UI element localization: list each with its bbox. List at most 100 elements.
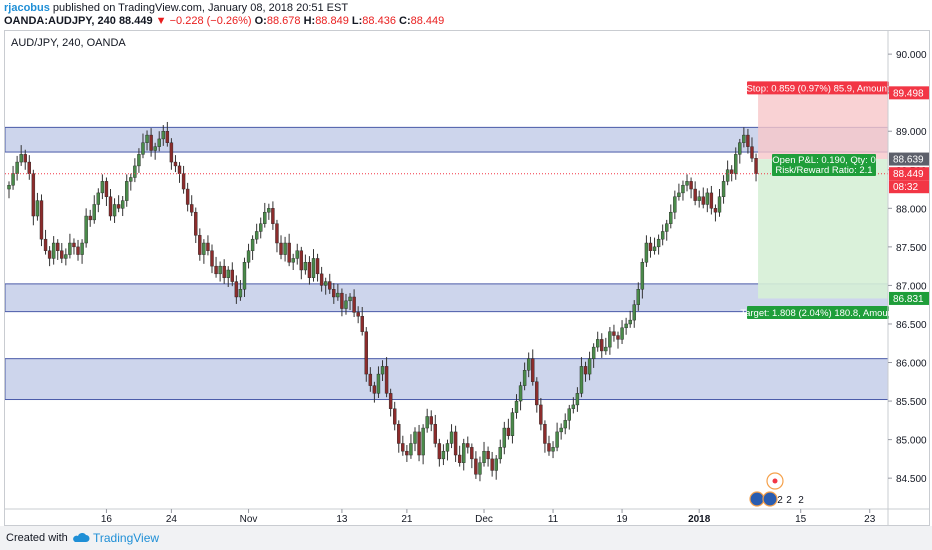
candle — [518, 385, 523, 402]
candle — [129, 177, 133, 182]
flag-australia-icon[interactable] — [749, 491, 765, 507]
pnl-box[interactable] — [772, 154, 876, 177]
candle — [388, 393, 393, 409]
candle — [401, 443, 405, 452]
long-position-tool[interactable] — [758, 92, 888, 299]
candle — [413, 431, 417, 444]
sr-zone[interactable] — [4, 358, 889, 401]
candle — [636, 289, 640, 305]
candle — [725, 169, 730, 182]
candle — [133, 165, 137, 178]
publish-info: rjacobus published on TradingView.com, J… — [4, 2, 348, 16]
y-tick-label: 87.500 — [896, 243, 927, 254]
last-price-label: 88.449 — [893, 169, 924, 180]
stop-label-box[interactable] — [747, 81, 889, 95]
candle — [575, 393, 580, 406]
last-price: 88.449 — [118, 15, 153, 27]
candle — [640, 262, 645, 290]
candle — [746, 134, 750, 147]
candle — [116, 204, 121, 209]
candle — [35, 200, 40, 217]
candle — [506, 427, 511, 436]
candle — [697, 196, 701, 201]
candle — [254, 231, 259, 240]
candle — [466, 443, 470, 448]
candle — [526, 358, 531, 371]
candle — [486, 450, 490, 460]
price-chart[interactable]: Stop: 0.859 (0.97%) 85.9, Amount Target: … — [4, 31, 929, 525]
x-tick-label: 21 — [401, 514, 413, 525]
candle — [214, 265, 218, 275]
candle — [721, 181, 726, 197]
candle — [591, 346, 596, 359]
candle — [681, 184, 685, 194]
candle — [673, 196, 677, 213]
candle — [738, 142, 742, 155]
candle — [734, 154, 738, 174]
published-text: published on TradingView.com, January 08… — [52, 2, 349, 14]
candle — [632, 304, 636, 321]
candle — [145, 134, 149, 143]
candle — [181, 173, 186, 190]
candle — [194, 211, 198, 236]
candle — [165, 131, 170, 143]
candle — [689, 181, 693, 190]
author-name[interactable]: rjacobus — [4, 2, 50, 14]
created-with-text: Created with — [6, 532, 68, 544]
candle — [555, 431, 559, 448]
candle — [311, 258, 316, 278]
candle — [470, 447, 474, 460]
candle — [360, 316, 364, 332]
sr-zone[interactable] — [4, 126, 889, 153]
tradingview-brand[interactable]: TradingView — [93, 531, 160, 545]
candle — [108, 196, 113, 217]
y-tick-label: 84.500 — [896, 474, 927, 485]
candle — [202, 242, 206, 255]
candle — [364, 331, 368, 375]
candle — [449, 431, 454, 444]
low-label: L: — [351, 15, 363, 27]
candle — [433, 423, 437, 444]
candle — [242, 262, 247, 290]
candle — [425, 416, 429, 429]
candle — [267, 208, 271, 213]
x-tick-label: 16 — [101, 514, 113, 525]
flag-australia-icon[interactable] — [762, 491, 778, 507]
stop-loss-area[interactable] — [758, 92, 888, 160]
candle — [246, 250, 251, 263]
sr-zone[interactable] — [4, 283, 889, 313]
candle — [356, 312, 360, 317]
candle — [43, 238, 48, 251]
candle — [161, 131, 165, 140]
candle — [612, 331, 616, 336]
candle — [352, 296, 356, 313]
chart-frame: Stop: 0.859 (0.97%) 85.9, Amount Target: … — [4, 30, 930, 526]
candle — [551, 447, 555, 452]
candle — [299, 250, 304, 271]
bar-countdown-label-tag — [889, 180, 929, 194]
take-profit-area[interactable] — [758, 159, 888, 299]
time-axis[interactable]: 16 24 Nov 13 21 Dec 11 19 2018 15 23 — [101, 509, 876, 525]
event-count: 2 — [777, 495, 783, 506]
candle — [462, 443, 466, 463]
open-value: 88.678 — [266, 15, 301, 27]
candle — [648, 242, 653, 251]
candle — [230, 269, 235, 282]
candle — [372, 385, 377, 394]
plot-background — [5, 31, 888, 509]
candle — [206, 242, 210, 251]
x-tick-label: 15 — [795, 514, 807, 525]
x-tick-label: Nov — [240, 514, 258, 525]
x-tick-label: Dec — [475, 514, 493, 525]
candle — [76, 246, 80, 255]
target-label-box[interactable] — [747, 305, 889, 319]
candle — [705, 192, 710, 205]
candle — [567, 408, 571, 421]
candle — [19, 154, 23, 163]
tradingview-cloud-icon — [73, 533, 90, 542]
symbol-ohlc-line: OANDA:AUDJPY, 240 88.449 ▼ −0.228 (−0.26… — [4, 15, 444, 29]
price-axis[interactable]: 90.00089.50089.00088.50088.00087.50087.0… — [888, 50, 929, 485]
candle — [336, 292, 340, 298]
candle — [510, 412, 515, 436]
stop-price-label: 89.498 — [893, 88, 924, 99]
